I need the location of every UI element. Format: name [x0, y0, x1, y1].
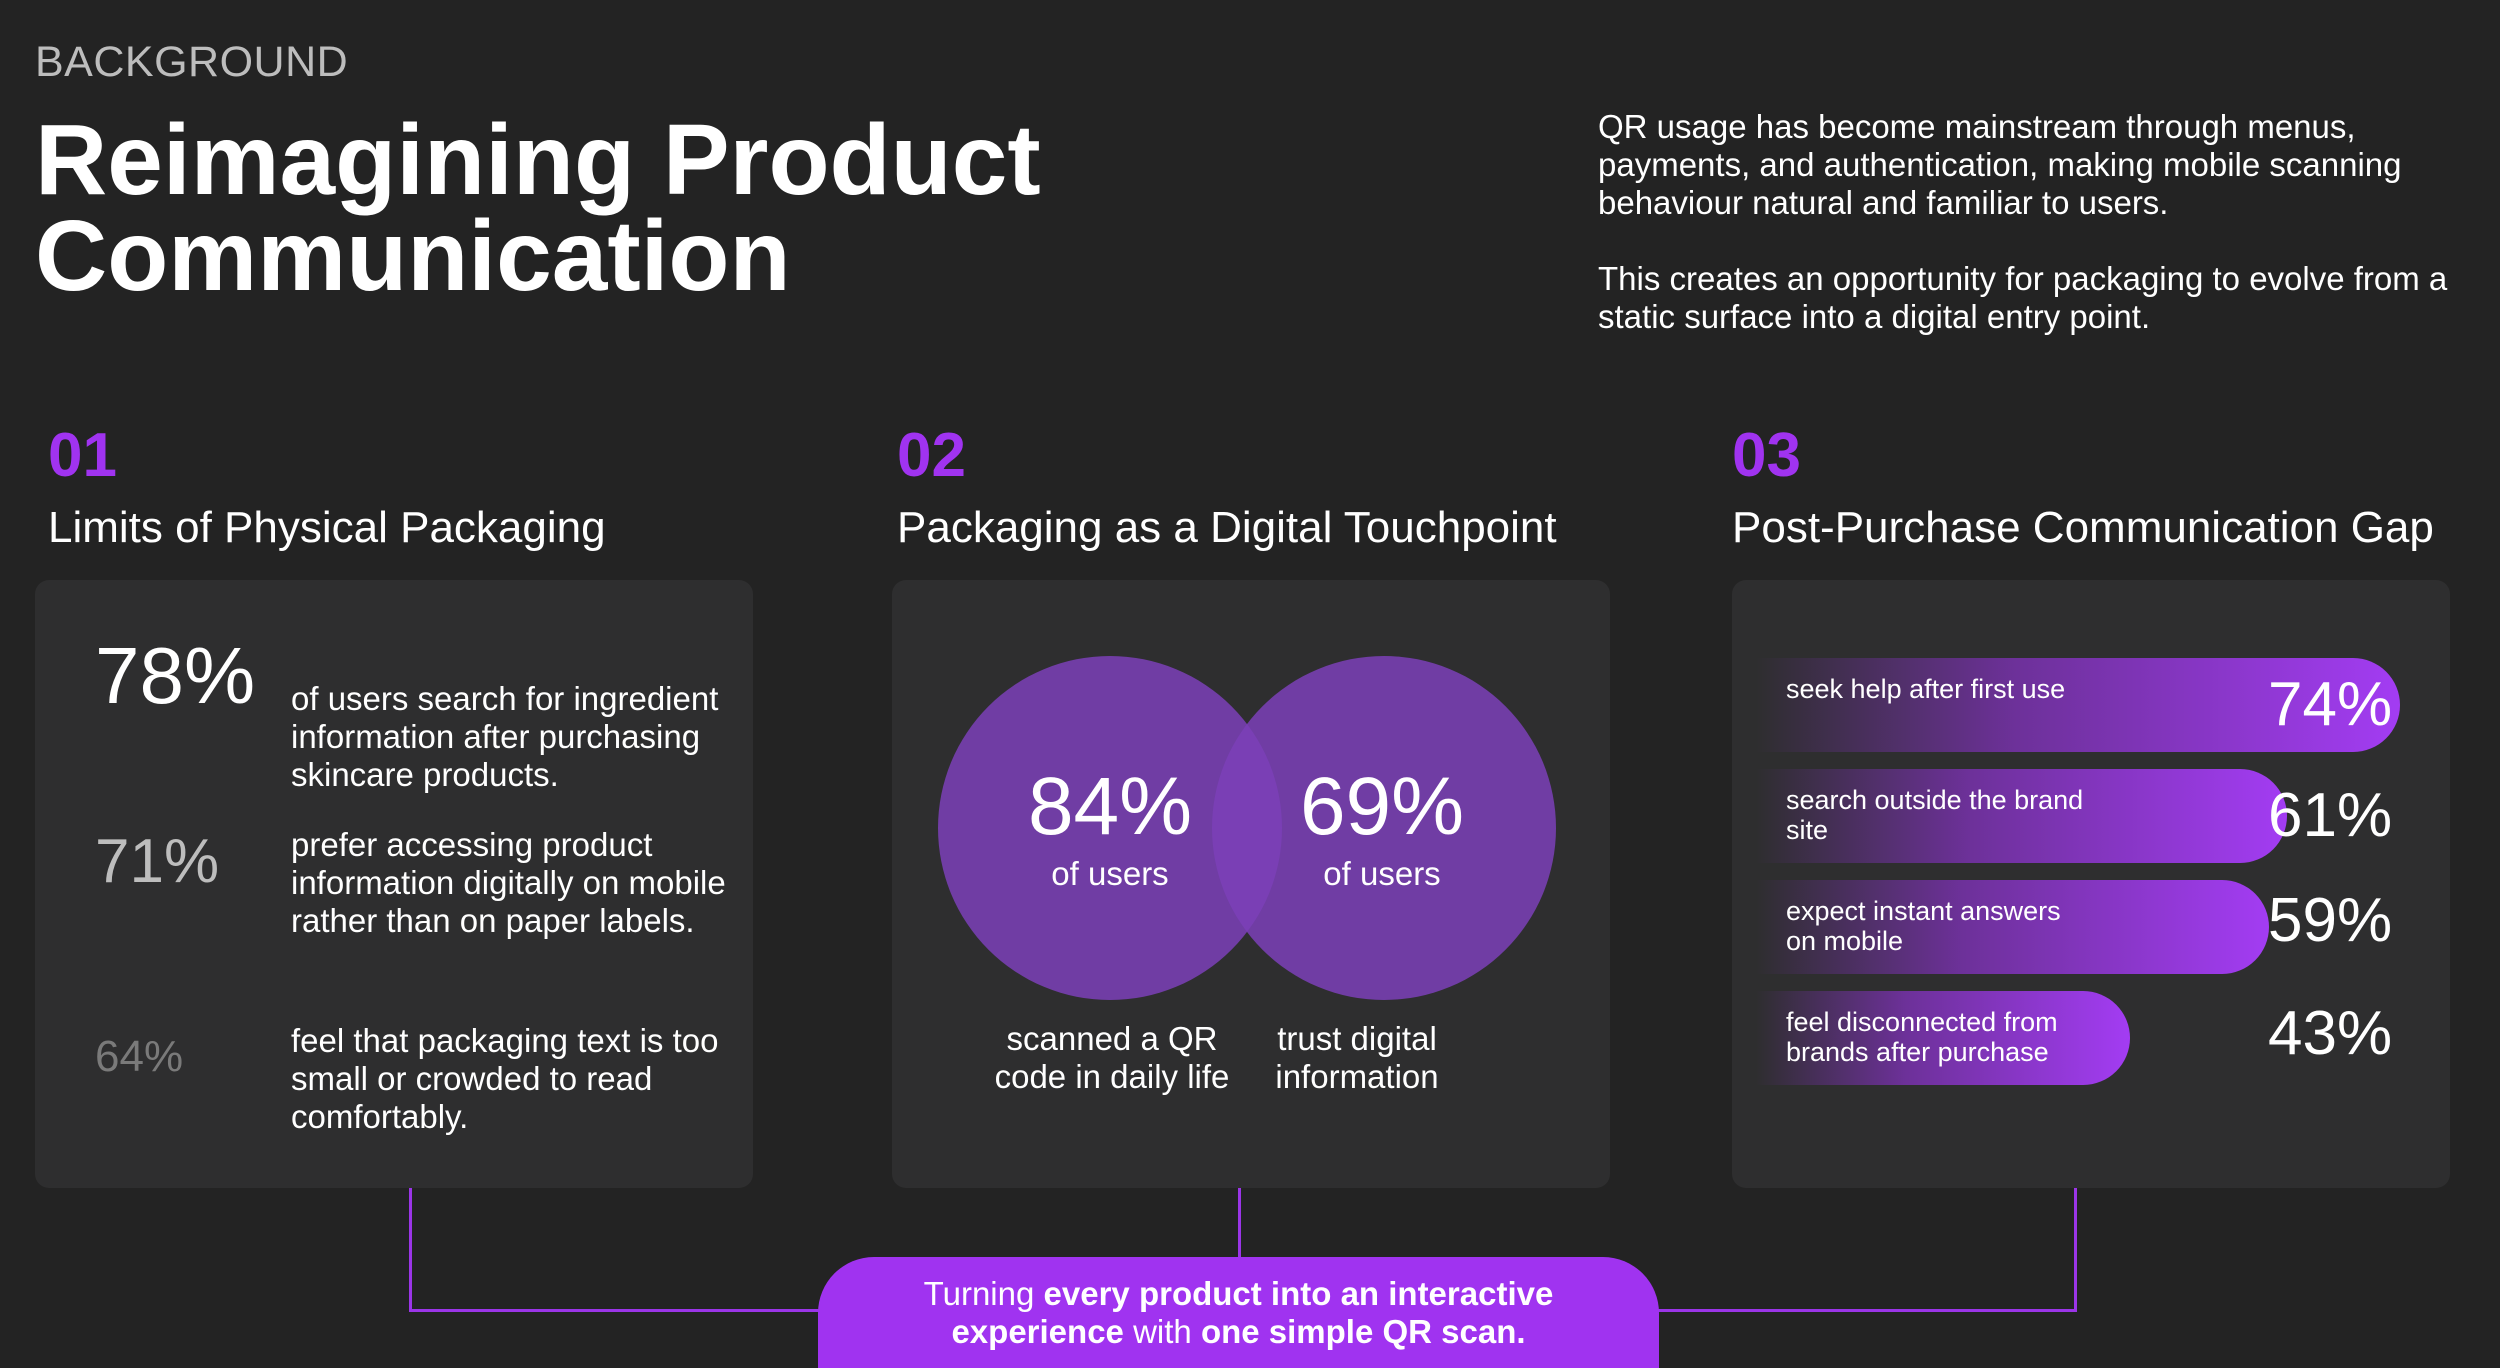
connector-line-right-h [1657, 1309, 2077, 1312]
cta-text: with [1123, 1313, 1201, 1350]
cta-banner: Turning every product into an interactiv… [818, 1257, 1659, 1368]
page-title-line2: Communication [35, 200, 791, 312]
cta-text: Turning [923, 1275, 1044, 1312]
cta-text-bold: every product into an interactive [1043, 1275, 1554, 1312]
gap-bar-value: 74% [2268, 670, 2393, 739]
section-2-number: 02 [897, 421, 966, 490]
venn-caption-right: trust digital information [1275, 1020, 1439, 1095]
venn-value-left: 84% [1027, 761, 1193, 852]
gap-bar-label: seek help after first use [1786, 674, 2066, 704]
venn-sub-right: of users [1323, 855, 1441, 892]
connector-line-right [2074, 1188, 2077, 1312]
section-3-number: 03 [1732, 421, 1801, 490]
venn-circle-left [938, 656, 1282, 1000]
venn-value-right: 69% [1299, 761, 1465, 852]
digital-touchpoint-card: 84% of users 69% of users scanned a QR c… [892, 580, 1610, 1188]
page-title-line1: Reimagining Product [35, 104, 1041, 216]
physical-packaging-card: 78% of users search for ingredient infor… [35, 580, 753, 1188]
cta-text-bold: one simple QR scan. [1200, 1313, 1526, 1350]
gap-bar-label: feel disconnected from brands after purc… [1786, 1007, 2058, 1067]
gap-bar-label: search outside the brand site [1786, 785, 2084, 845]
gap-bar: expect instant answers on mobile [1756, 880, 2269, 974]
gap-bar-label: expect instant answers on mobile [1786, 896, 2061, 956]
stat-value: 64% [95, 1032, 184, 1081]
intro-paragraph-2: This creates an opportunity for packagin… [1598, 260, 2448, 335]
section-3-title: Post-Purchase Communication Gap [1732, 503, 2434, 552]
gap-bar-value: 43% [2268, 999, 2393, 1068]
cta-text-bold: experience [951, 1313, 1124, 1350]
venn-sub-left: of users [1051, 855, 1169, 892]
section-1-title: Limits of Physical Packaging [48, 503, 606, 552]
venn-diagram [938, 656, 1556, 1000]
gap-bar: seek help after first use [1756, 658, 2400, 752]
gap-bar: search outside the brand site [1756, 769, 2287, 863]
intro-paragraph-1: QR usage has become mainstream through m… [1598, 108, 2402, 221]
cta-line-1: Turning every product into an interactiv… [818, 1275, 1659, 1313]
eyebrow-label: BACKGROUND [35, 38, 349, 86]
section-2-title: Packaging as a Digital Touchpoint [897, 503, 1557, 552]
gap-bar-value: 59% [2268, 886, 2393, 955]
communication-gap-card: seek help after first use 74% search out… [1732, 580, 2450, 1188]
connector-line-left-h [409, 1309, 821, 1312]
gap-bar: feel disconnected from brands after purc… [1756, 991, 2130, 1085]
section-1-number: 01 [48, 421, 117, 490]
stat-value: 78% [95, 631, 256, 720]
gap-bar-value: 61% [2268, 781, 2393, 850]
intro-text: QR usage has become mainstream through m… [1598, 108, 2478, 374]
cta-line-2: experience with one simple QR scan. [818, 1313, 1659, 1351]
page-title: Reimagining Product Communication [35, 104, 1135, 312]
connector-line-left [409, 1188, 412, 1312]
stat-value: 71% [95, 827, 220, 896]
stat-text: feel that packaging text is too small or… [291, 1022, 719, 1135]
connector-line-center [1238, 1188, 1241, 1260]
stat-text: prefer accessing product information dig… [291, 826, 726, 939]
venn-caption-left: scanned a QR code in daily life [994, 1020, 1230, 1095]
venn-circle-right [1212, 656, 1556, 1000]
stat-text: of users search for ingredient informati… [291, 680, 719, 793]
